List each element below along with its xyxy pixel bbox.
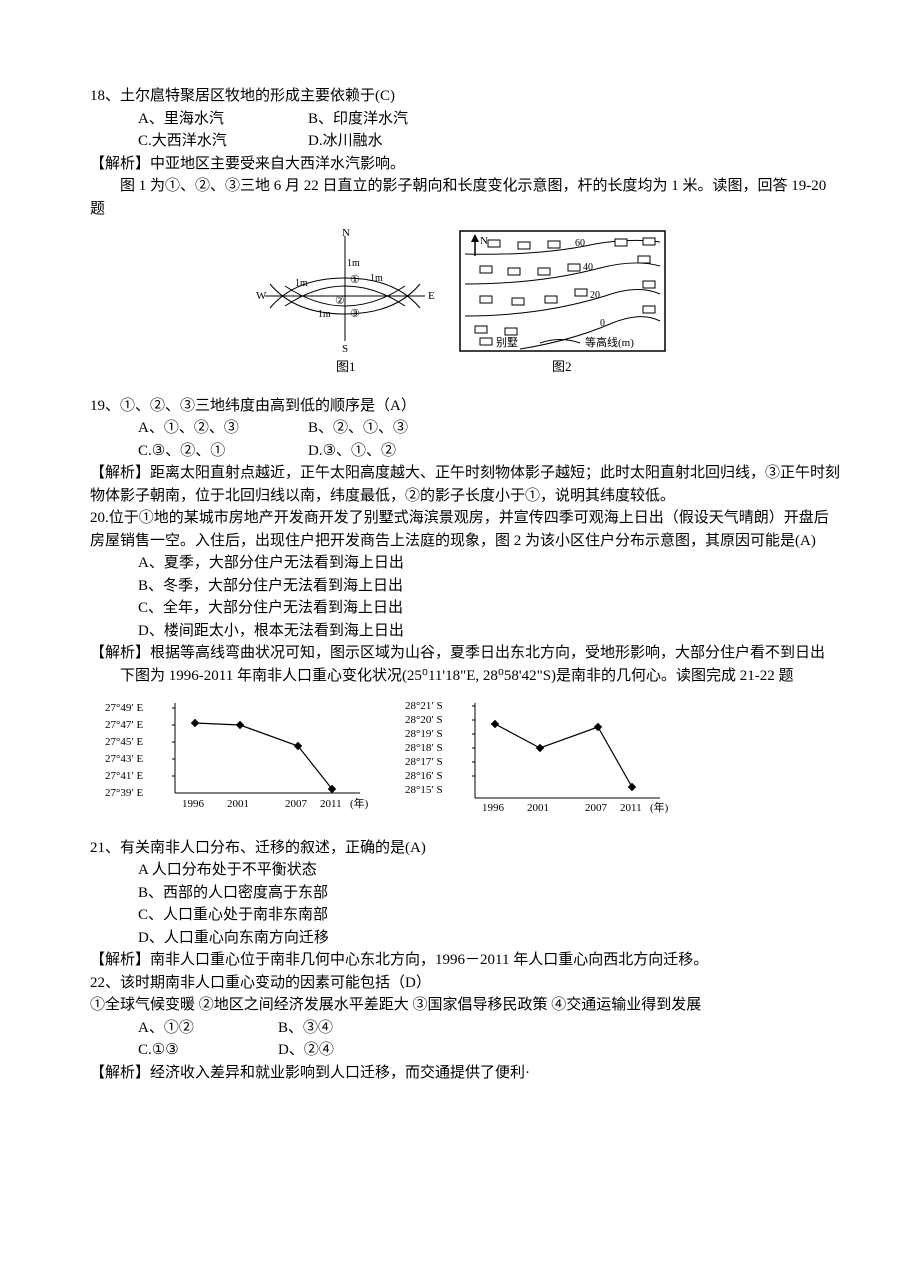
- svg-text:(年): (年): [650, 800, 669, 814]
- chart-right-yticks: 28°21′ S 28°20′ S 28°19′ S 28°18′ S 28°1…: [405, 700, 475, 796]
- intro-21-22: 下图为 1996-2011 年南非人口重心变化状况(25⁰11'18"E, 28…: [90, 665, 840, 688]
- fig2-label: 图2: [552, 359, 572, 374]
- q19-analysis: 【解析】距离太阳直射点越近，正午太阳高度越大、正午时刻物体影子越短；此时太阳直射…: [90, 462, 840, 507]
- chart-left-xticks: 1996 2001 2007 2011 (年): [182, 796, 369, 810]
- fig2-c40: 40: [583, 262, 593, 273]
- svg-text:2007: 2007: [585, 802, 608, 814]
- q22-opt-d: D、②④: [278, 1039, 334, 1062]
- q20-opt-a: A、夏季，大部分住户无法看到海上日出: [90, 552, 840, 575]
- svg-text:1996: 1996: [482, 802, 505, 814]
- q22-line2: ①全球气候变暖 ②地区之间经济发展水平差距大 ③国家倡导移民政策 ④交通运输业得…: [90, 994, 840, 1017]
- fig2-legend-sq: 别墅: [496, 336, 518, 349]
- svg-text:27°45′ E: 27°45′ E: [105, 736, 144, 748]
- fig1-1m-l: 1m: [295, 278, 308, 289]
- q21-analysis: 【解析】南非人口重心位于南非几何中心东北方向，1996－2011 年人口重心向西…: [90, 949, 840, 972]
- fig2-panel: N 60 40 20 0 别墅 等高线(m) 图2: [460, 231, 665, 374]
- q21-opt-a: A 人口分布处于不平衡状态: [90, 859, 840, 882]
- q22-analysis: 【解析】经济收入差异和就业影响到人口迁移，而交通提供了便利·: [90, 1062, 840, 1085]
- q19-opts-cd: C.③、②、①D.③、①、②: [90, 440, 840, 463]
- fig1-e: E: [428, 290, 435, 302]
- svg-text:2011: 2011: [620, 802, 642, 814]
- svg-text:2001: 2001: [227, 798, 249, 810]
- chart-right: 28°21′ S 28°20′ S 28°19′ S 28°18′ S 28°1…: [405, 700, 669, 814]
- chart-right-xticks: 1996 2001 2007 2011 (年): [482, 800, 669, 814]
- q19-stem: 19、①、②、③三地纬度由高到低的顺序是（A）: [90, 395, 840, 418]
- svg-text:2007: 2007: [285, 798, 308, 810]
- svg-text:28°17′ S: 28°17′ S: [405, 756, 443, 768]
- q18-analysis: 【解析】中亚地区主要受来自大西洋水汽影响。: [90, 153, 840, 176]
- figure-1-2: N S W E 1m 1m 1m ① ② ③ 1m 图1 N 60 40 20 …: [90, 226, 840, 389]
- q22-stem: 22、该时期南非人口重心变动的因素可能包括（D）: [90, 972, 840, 995]
- svg-text:28°16′ S: 28°16′ S: [405, 770, 443, 782]
- q19-opts-ab: A、①、②、③B、②、①、③: [90, 417, 840, 440]
- fig1-1m-r: 1m: [370, 273, 383, 284]
- fig1-c2: ②: [335, 295, 345, 307]
- fig1-c1: ①: [350, 274, 360, 286]
- fig1-w: W: [256, 290, 267, 302]
- fig2-c20: 20: [590, 290, 600, 301]
- svg-text:28°20′ S: 28°20′ S: [405, 714, 443, 726]
- q21-opt-b: B、西部的人口密度高于东部: [90, 882, 840, 905]
- q22-opt-c: C.①③: [138, 1039, 278, 1062]
- svg-text:(年): (年): [350, 796, 369, 810]
- svg-text:2001: 2001: [527, 802, 549, 814]
- svg-text:1996: 1996: [182, 798, 205, 810]
- intro-19-20: 图 1 为①、②、③三地 6 月 22 日直立的影子朝向和长度变化示意图，杆的长…: [90, 175, 840, 220]
- q18-stem: 18、土尔扈特聚居区牧地的形成主要依赖于(C): [90, 85, 840, 108]
- svg-text:27°43′ E: 27°43′ E: [105, 753, 144, 765]
- fig1-panel: N S W E 1m 1m 1m ① ② ③ 1m 图1: [256, 227, 435, 374]
- q18-opt-b: B、印度洋水汽: [308, 108, 478, 131]
- q21-opt-c: C、人口重心处于南非东南部: [90, 904, 840, 927]
- figure-charts-svg: 27°49′ E 27°47′ E 27°45′ E 27°43′ E 27°4…: [100, 693, 680, 823]
- q22-opt-b: B、③④: [278, 1017, 333, 1040]
- q20-opt-b: B、冬季，大部分住户无法看到海上日出: [90, 575, 840, 598]
- fig2-c0: 0: [600, 318, 605, 329]
- fig2-legend-line: 等高线(m): [585, 335, 634, 349]
- q19-opt-d: D.③、①、②: [308, 440, 478, 463]
- q21-stem: 21、有关南非人口分布、迁移的叙述，正确的是(A): [90, 837, 840, 860]
- chart-left: 27°49′ E 27°47′ E 27°45′ E 27°43′ E 27°4…: [105, 702, 369, 810]
- q18-opts-ab: A、里海水汽B、印度洋水汽: [90, 108, 840, 131]
- q22-opts-ab: A、①②B、③④: [90, 1017, 840, 1040]
- svg-text:28°19′ S: 28°19′ S: [405, 728, 443, 740]
- svg-text:28°15′ S: 28°15′ S: [405, 784, 443, 796]
- fig1-c3: ③: [350, 308, 360, 320]
- q22-opts-cd: C.①③D、②④: [90, 1039, 840, 1062]
- figure-1-2-svg: N S W E 1m 1m 1m ① ② ③ 1m 图1 N 60 40 20 …: [250, 226, 680, 381]
- svg-text:28°18′ S: 28°18′ S: [405, 742, 443, 754]
- q21-opt-d: D、人口重心向东南方向迁移: [90, 927, 840, 950]
- q18-opts-cd: C.大西洋水汽D.冰川融水: [90, 130, 840, 153]
- q20-stem: 20.位于①地的某城市房地产开发商开发了别墅式海滨景观房，并宣传四季可观海上日出…: [90, 507, 840, 552]
- q18-opt-a: A、里海水汽: [138, 108, 308, 131]
- fig2-c60: 60: [575, 238, 585, 249]
- q18-opt-d: D.冰川融水: [308, 130, 478, 153]
- svg-text:27°49′ E: 27°49′ E: [105, 702, 144, 714]
- q20-opt-d: D、楼间距太小，根本无法看到海上日出: [90, 620, 840, 643]
- q22-opt-a: A、①②: [138, 1017, 278, 1040]
- q19-opt-a: A、①、②、③: [138, 417, 308, 440]
- q19-opt-c: C.③、②、①: [138, 440, 308, 463]
- fig1-1m-b: 1m: [318, 309, 331, 320]
- svg-text:27°39′ E: 27°39′ E: [105, 787, 144, 799]
- svg-text:28°21′ S: 28°21′ S: [405, 700, 443, 712]
- svg-text:2011: 2011: [320, 798, 342, 810]
- fig1-n: N: [342, 227, 350, 239]
- q20-analysis: 【解析】根据等高线弯曲状况可知，图示区域为山谷，夏季日出东北方向，受地形影响，大…: [90, 642, 840, 665]
- q20-opt-c: C、全年，大部分住户无法看到海上日出: [90, 597, 840, 620]
- figure-charts: 27°49′ E 27°47′ E 27°45′ E 27°43′ E 27°4…: [90, 693, 840, 831]
- fig1-label: 图1: [336, 359, 356, 374]
- svg-text:27°47′ E: 27°47′ E: [105, 719, 144, 731]
- fig1-s: S: [342, 343, 348, 355]
- chart-left-yticks: 27°49′ E 27°47′ E 27°45′ E 27°43′ E 27°4…: [105, 702, 175, 799]
- svg-text:27°41′ E: 27°41′ E: [105, 770, 144, 782]
- q19-opt-b: B、②、①、③: [308, 417, 478, 440]
- fig1-1m-top: 1m: [347, 258, 360, 269]
- q18-opt-c: C.大西洋水汽: [138, 130, 308, 153]
- fig2-n: N: [480, 235, 488, 247]
